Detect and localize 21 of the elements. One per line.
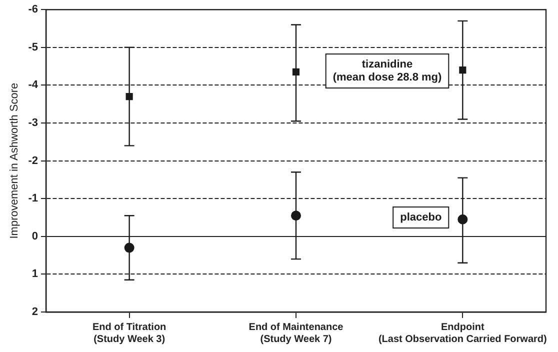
point: [458, 214, 468, 224]
series-label: placebo: [400, 212, 442, 224]
x-tick-label: End of Maintenance (Study Week 7): [248, 322, 344, 345]
y-tick-label: -4: [28, 79, 39, 92]
point: [290, 210, 301, 221]
y-tick-label: 1: [32, 268, 38, 280]
point: [292, 68, 300, 76]
y-axis-title: Improvement in Ashworth Score: [8, 82, 21, 239]
y-tick-label: 0: [32, 230, 38, 242]
x-tick-label: Endpoint (Last Observation Carried Forward): [378, 322, 547, 345]
y-tick-label: -2: [28, 154, 38, 167]
y-tick-label: -6: [28, 4, 38, 16]
point: [126, 93, 133, 100]
point: [124, 242, 134, 253]
x-tick-label: End of Titration (Study Week 3): [92, 322, 166, 345]
y-tick-label: 2: [32, 306, 38, 318]
point: [459, 66, 466, 74]
y-tick-label: -5: [28, 41, 38, 54]
series-label: tizanidine (mean dose 28.8 mg): [332, 58, 442, 84]
y-tick-label: -1: [28, 192, 38, 205]
y-tick-label: -3: [28, 117, 38, 130]
